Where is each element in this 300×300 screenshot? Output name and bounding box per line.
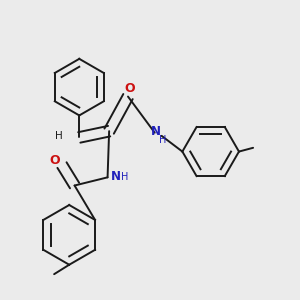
Text: H: H (159, 135, 166, 145)
Text: O: O (50, 154, 60, 167)
Text: O: O (124, 82, 135, 95)
Text: H: H (121, 172, 128, 182)
Text: H: H (55, 131, 63, 141)
Text: N: N (151, 125, 161, 138)
Text: N: N (110, 170, 120, 183)
